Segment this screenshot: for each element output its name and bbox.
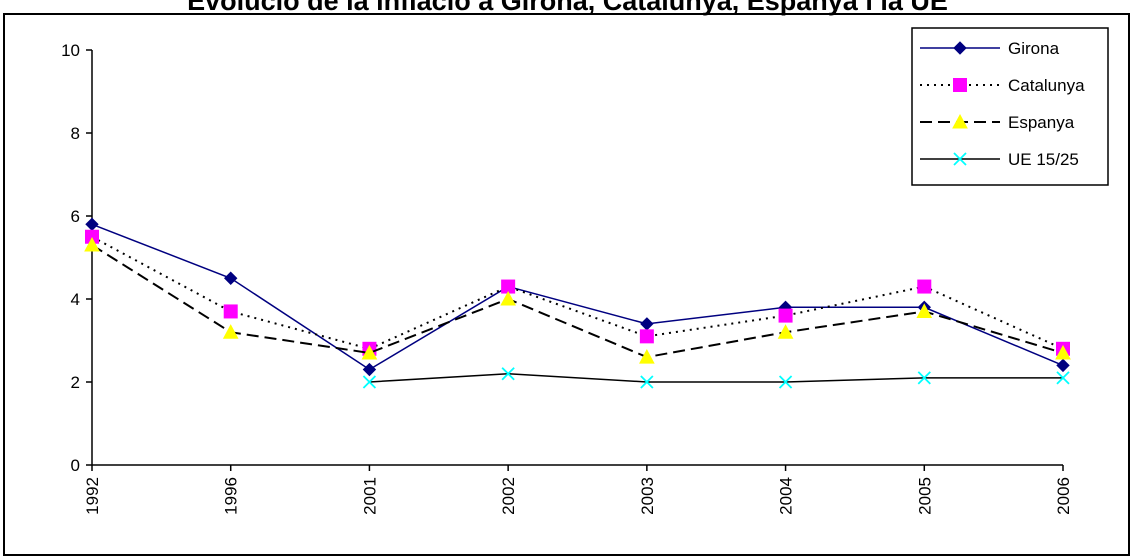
series-line-espanya <box>91 244 1064 359</box>
legend-label-catalunya: Catalunya <box>1008 76 1085 95</box>
data-point-ue-15-25 <box>501 367 515 381</box>
data-point-ue-15-25 <box>640 375 654 389</box>
data-point-espanya <box>500 290 516 306</box>
series-line-girona <box>91 223 1064 371</box>
legend-marker-girona <box>953 41 967 55</box>
data-point-girona <box>1056 358 1070 373</box>
chart-frame <box>3 13 1130 556</box>
x-tick-label: 2001 <box>360 477 379 515</box>
y-tick-label: 8 <box>71 124 80 143</box>
y-tick-label: 4 <box>71 290 80 309</box>
data-point-catalunya <box>778 308 793 323</box>
data-point-catalunya <box>639 329 654 344</box>
data-point-ue-15-25 <box>778 375 793 389</box>
data-point-girona <box>640 317 654 331</box>
data-point-girona <box>362 362 377 377</box>
data-point-girona <box>224 271 238 285</box>
data-point-espanya <box>361 344 378 360</box>
y-tick-label: 6 <box>71 207 80 226</box>
legend-marker-espanya <box>952 113 968 129</box>
x-tick-label: 2005 <box>915 477 934 515</box>
y-tick-label: 0 <box>71 456 80 475</box>
x-tick-label: 2003 <box>638 477 657 515</box>
data-point-espanya <box>222 324 239 339</box>
data-point-ue-15-25 <box>1056 371 1070 385</box>
data-point-espanya <box>84 236 100 252</box>
data-point-espanya <box>777 324 794 339</box>
x-tick-label: 2004 <box>777 477 796 515</box>
legend-marker-ue-15-25 <box>953 152 967 166</box>
data-point-catalunya <box>223 304 238 319</box>
legend-label-espanya: Espanya <box>1008 113 1075 132</box>
x-tick-label: 2002 <box>499 477 518 515</box>
data-point-ue-15-25 <box>362 375 377 389</box>
data-point-ue-15-25 <box>917 371 931 385</box>
data-point-espanya <box>639 349 655 364</box>
chart-title: Evolució de la inflació a Girona, Catalu… <box>187 0 948 16</box>
data-point-catalunya <box>917 279 932 294</box>
y-tick-label: 10 <box>61 41 80 60</box>
data-point-espanya <box>916 303 933 318</box>
series-line-ue-15-25 <box>369 372 1063 383</box>
y-tick-label: 2 <box>71 373 80 392</box>
x-tick-label: 2006 <box>1054 477 1073 515</box>
data-point-girona <box>85 217 99 232</box>
x-tick-label: 1992 <box>83 477 102 515</box>
legend-marker-catalunya <box>953 78 967 92</box>
x-tick-label: 1996 <box>222 477 241 515</box>
legend-label-girona: Girona <box>1008 39 1060 58</box>
data-point-espanya <box>1055 344 1071 360</box>
series-line-catalunya <box>91 235 1064 350</box>
legend-label-ue-15-25: UE 15/25 <box>1008 150 1079 169</box>
